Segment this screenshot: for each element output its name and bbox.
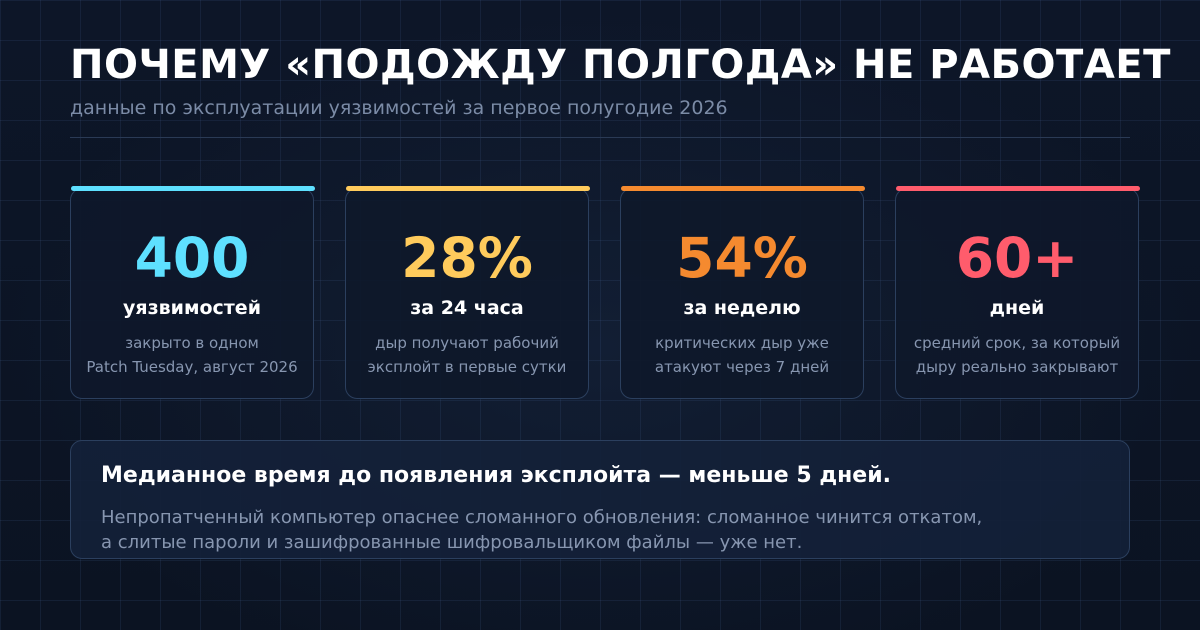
stat-value: 28% bbox=[401, 226, 533, 290]
header-divider bbox=[70, 137, 1130, 138]
stat-description-line: дыру реально закрывают bbox=[915, 358, 1119, 376]
summary-body-line: а слитые пароли и зашифрованные шифровал… bbox=[101, 532, 803, 553]
stat-value: 54% bbox=[676, 226, 808, 290]
stat-label: дней bbox=[989, 297, 1045, 319]
summary-box: Медианное время до появления эксплойта —… bbox=[70, 440, 1130, 559]
card-accent-bar bbox=[896, 186, 1140, 191]
stat-value: 400 bbox=[134, 226, 250, 290]
summary-body-line: Непропатченный компьютер опаснее сломанн… bbox=[101, 507, 983, 528]
card-accent-bar bbox=[621, 186, 865, 191]
stat-description: средний срок, за который дыру реально за… bbox=[900, 331, 1134, 379]
stat-card-vulnerabilities: 400 уязвимостей закрыто в одном Patch Tu… bbox=[70, 186, 315, 399]
stat-description: критических дыр уже атакуют через 7 дней bbox=[625, 331, 859, 379]
page-title: ПОЧЕМУ «ПОДОЖДУ ПОЛГОДА» НЕ РАБОТАЕТ bbox=[70, 42, 1171, 88]
stat-description-line: средний срок, за который bbox=[913, 334, 1121, 352]
stat-description: закрыто в одном Patch Tuesday, август 20… bbox=[75, 331, 309, 379]
stat-description-line: критических дыр уже bbox=[655, 334, 829, 352]
stat-label: за неделю bbox=[683, 297, 801, 319]
stat-description-line: эксплойт в первые сутки bbox=[367, 358, 567, 376]
stat-card-week: 54% за неделю критических дыр уже атакую… bbox=[620, 186, 865, 399]
stat-description-line: атакуют через 7 дней bbox=[654, 358, 830, 376]
page-subtitle: данные по эксплуатации уязвимостей за пе… bbox=[70, 97, 728, 119]
stat-description-line: закрыто в одном bbox=[125, 334, 259, 352]
stat-card-days: 60+ дней средний срок, за который дыру р… bbox=[895, 186, 1140, 399]
stat-description-line: дыр получают рабочий bbox=[375, 334, 559, 352]
stat-description: дыр получают рабочий эксплойт в первые с… bbox=[350, 331, 584, 379]
stat-card-24-hours: 28% за 24 часа дыр получают рабочий эксп… bbox=[345, 186, 590, 399]
card-accent-bar bbox=[71, 186, 315, 191]
stat-description-line: Patch Tuesday, август 2026 bbox=[86, 358, 298, 376]
card-accent-bar bbox=[346, 186, 590, 191]
summary-headline: Медианное время до появления эксплойта —… bbox=[101, 463, 891, 488]
stat-value: 60+ bbox=[955, 226, 1079, 290]
stat-label: уязвимостей bbox=[122, 297, 262, 319]
stat-label: за 24 часа bbox=[410, 297, 524, 319]
summary-body: Непропатченный компьютер опаснее сломанн… bbox=[101, 505, 982, 555]
